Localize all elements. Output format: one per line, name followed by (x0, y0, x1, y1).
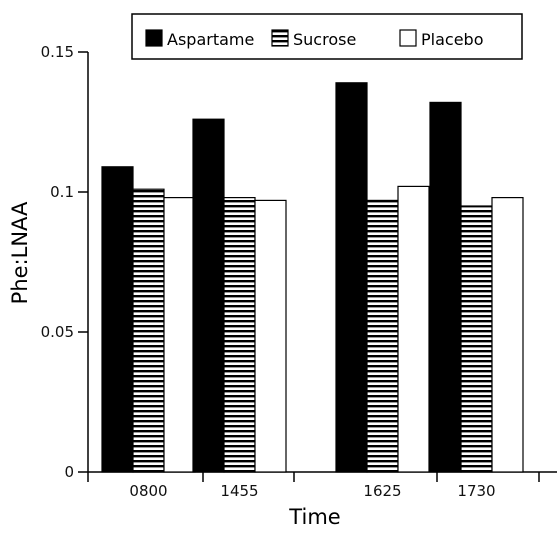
x-tick-label: 1625 (363, 482, 401, 500)
bar-sucrose-1455 (223, 197, 256, 473)
x-tick-label: 1455 (220, 482, 258, 500)
ticks: 0 0.05 0.1 0.15 0800 1455 1625 1730 (41, 43, 540, 500)
legend-swatch-sucrose (271, 29, 289, 47)
legend-label-placebo: Placebo (421, 30, 483, 49)
bar-sucrose-1625 (366, 199, 399, 473)
bar-aspartame-1625 (335, 82, 368, 473)
bar-sucrose-1730 (460, 205, 493, 473)
bars (101, 82, 524, 473)
y-tick-label: 0.1 (50, 183, 74, 201)
legend-box (131, 13, 523, 60)
y-tick-label: 0.05 (41, 323, 74, 341)
bar-sucrose-0800 (132, 188, 165, 473)
y-axis-title: Phe:LNAA (8, 201, 32, 304)
legend-label-sucrose: Sucrose (293, 30, 356, 49)
y-tick-label: 0.15 (41, 43, 74, 61)
legend: Aspartame Sucrose Placebo (131, 13, 523, 60)
x-tick-label: 1730 (457, 482, 495, 500)
bar-aspartame-1455 (192, 118, 225, 473)
x-tick-label: 0800 (129, 482, 167, 500)
bar-placebo-1455 (254, 199, 287, 473)
legend-swatch-aspartame (145, 29, 163, 47)
legend-swatch-placebo (399, 29, 417, 47)
bar-placebo-1730 (491, 197, 524, 473)
bar-aspartame-1730 (429, 101, 462, 473)
y-tick-label: 0 (64, 463, 74, 481)
x-axis-title: Time (288, 505, 340, 529)
bar-aspartame-0800 (101, 166, 134, 473)
bar-placebo-1625 (397, 185, 430, 473)
bar-placebo-0800 (163, 197, 196, 473)
legend-label-aspartame: Aspartame (167, 30, 254, 49)
